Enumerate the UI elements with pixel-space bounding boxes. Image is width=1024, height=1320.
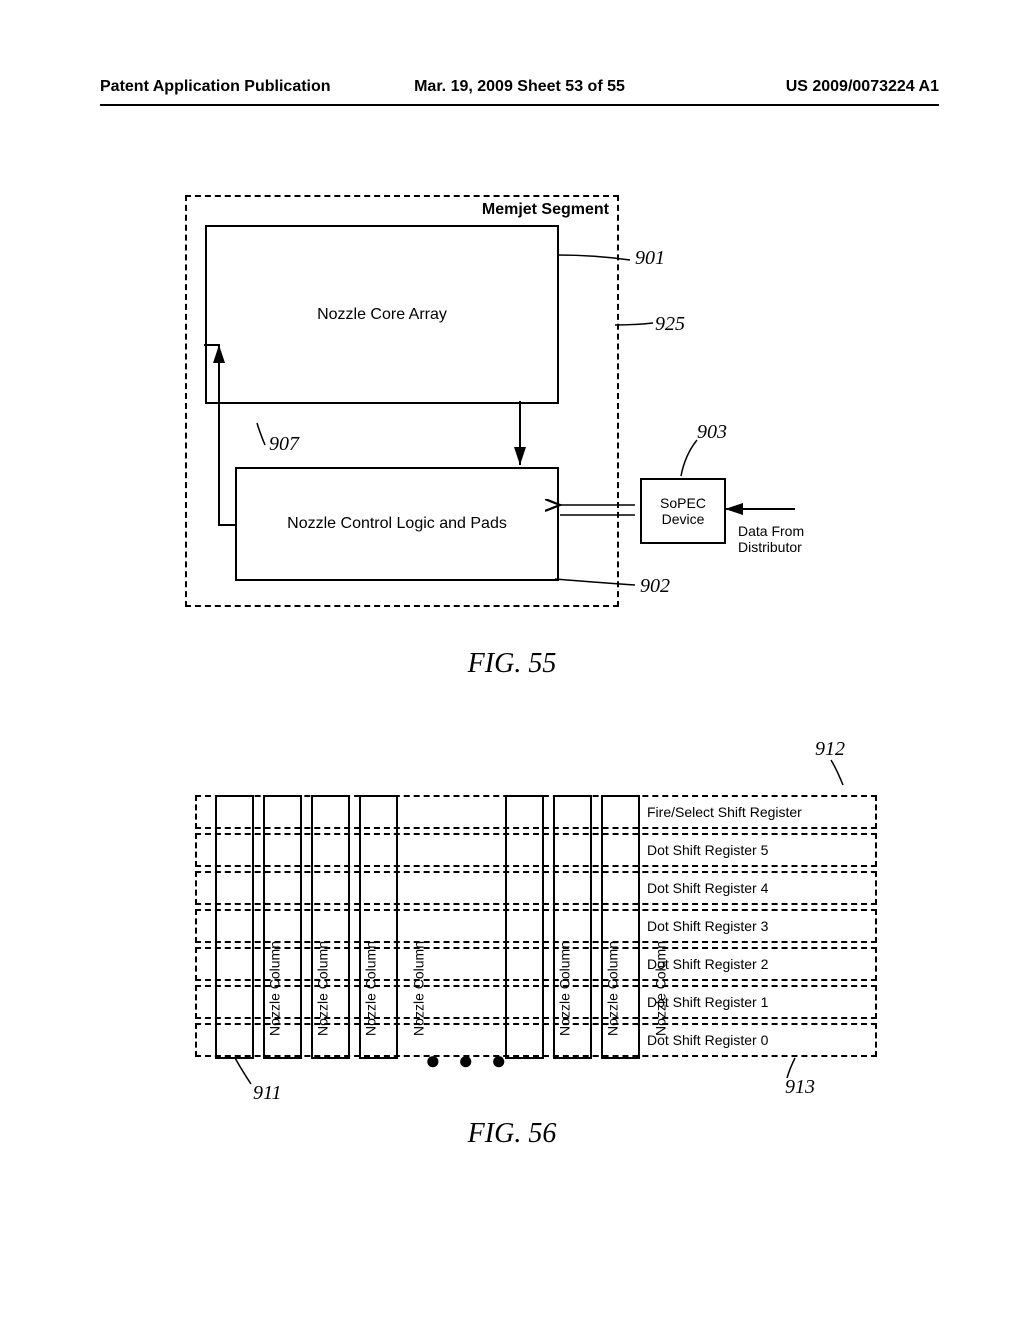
memjet-segment-title: Memjet Segment — [482, 201, 609, 219]
ref-902: 902 — [640, 575, 670, 598]
figure-55: Memjet Segment Nozzle Core Array Nozzle … — [185, 195, 885, 705]
header-center: Mar. 19, 2009 Sheet 53 of 55 — [414, 78, 625, 96]
fire-select-register-row: Fire/Select Shift Register — [195, 795, 877, 829]
ref-912: 912 — [815, 738, 845, 761]
figure-56: Nozzle Column Nozzle Column Nozzle Colum… — [195, 780, 875, 1110]
nozzle-core-label: Nozzle Core Array — [317, 306, 447, 324]
dot-shift-register-0-row: Dot Shift Register 0 — [195, 1023, 877, 1057]
register-label: Dot Shift Register 0 — [647, 1032, 768, 1048]
nozzle-control-logic-box: Nozzle Control Logic and Pads — [235, 467, 559, 581]
sopec-device-box: SoPEC Device — [640, 478, 726, 544]
ref-901: 901 — [635, 247, 665, 270]
nozzle-logic-label: Nozzle Control Logic and Pads — [287, 515, 507, 533]
page-header: Patent Application Publication Mar. 19, … — [100, 78, 939, 106]
dot-shift-register-3-row: Dot Shift Register 3 — [195, 909, 877, 943]
ref-925: 925 — [655, 313, 685, 336]
ref-903: 903 — [697, 421, 727, 444]
register-label: Dot Shift Register 5 — [647, 842, 768, 858]
header-right: US 2009/0073224 A1 — [786, 78, 939, 96]
data-from-distributor-label: Data From Distributor — [738, 523, 828, 555]
page: Patent Application Publication Mar. 19, … — [0, 0, 1024, 1320]
ref-911: 911 — [253, 1082, 282, 1105]
register-label: Dot Shift Register 2 — [647, 956, 768, 972]
register-label: Fire/Select Shift Register — [647, 804, 802, 820]
ref-907: 907 — [269, 433, 299, 456]
register-label: Dot Shift Register 1 — [647, 994, 768, 1010]
dot-shift-register-5-row: Dot Shift Register 5 — [195, 833, 877, 867]
nozzle-core-array-box: Nozzle Core Array — [205, 225, 559, 404]
header-left: Patent Application Publication — [100, 78, 331, 96]
dot-shift-register-2-row: Dot Shift Register 2 — [195, 947, 877, 981]
dot-shift-register-4-row: Dot Shift Register 4 — [195, 871, 877, 905]
fig56-caption: FIG. 56 — [468, 1118, 557, 1150]
dot-shift-register-1-row: Dot Shift Register 1 — [195, 985, 877, 1019]
sopec-label: SoPEC Device — [642, 495, 724, 527]
ref-913: 913 — [785, 1076, 815, 1099]
fig55-caption: FIG. 55 — [468, 648, 557, 680]
register-label: Dot Shift Register 3 — [647, 918, 768, 934]
register-label: Dot Shift Register 4 — [647, 880, 768, 896]
